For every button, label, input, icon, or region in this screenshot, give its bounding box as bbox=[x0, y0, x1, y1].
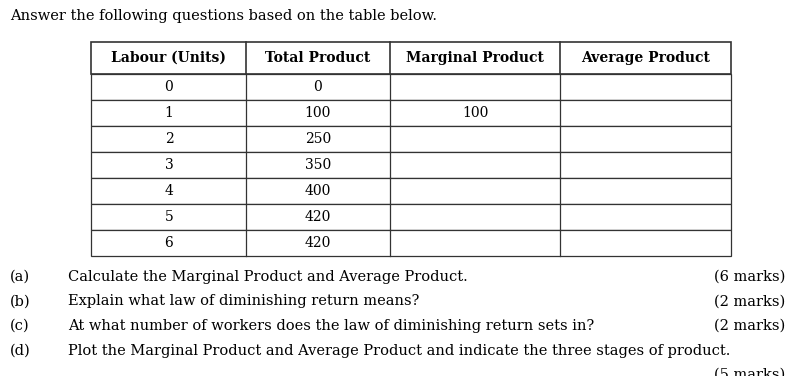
Bar bbox=[91, 230, 731, 256]
Bar bbox=[91, 100, 731, 126]
Text: 350: 350 bbox=[304, 158, 332, 172]
Text: 0: 0 bbox=[165, 80, 173, 94]
Text: 420: 420 bbox=[304, 210, 332, 224]
Text: Explain what law of diminishing return means?: Explain what law of diminishing return m… bbox=[68, 294, 420, 308]
Text: (2 marks): (2 marks) bbox=[714, 294, 785, 308]
Text: 420: 420 bbox=[304, 236, 332, 250]
Bar bbox=[91, 74, 731, 100]
Bar bbox=[91, 204, 731, 230]
Text: Calculate the Marginal Product and Average Product.: Calculate the Marginal Product and Avera… bbox=[68, 270, 467, 284]
Bar bbox=[91, 152, 731, 178]
Text: 250: 250 bbox=[304, 132, 332, 146]
Text: (2 marks): (2 marks) bbox=[714, 319, 785, 333]
Text: 100: 100 bbox=[304, 106, 332, 120]
Text: Marginal Product: Marginal Product bbox=[406, 51, 544, 65]
Text: 400: 400 bbox=[304, 184, 332, 198]
Text: 2: 2 bbox=[165, 132, 173, 146]
Text: 4: 4 bbox=[165, 184, 173, 198]
Text: (a): (a) bbox=[10, 270, 30, 284]
Bar bbox=[91, 126, 731, 152]
Text: (6 marks): (6 marks) bbox=[714, 270, 785, 284]
Text: Average Product: Average Product bbox=[581, 51, 711, 65]
Text: (c): (c) bbox=[10, 319, 29, 333]
Text: 5: 5 bbox=[165, 210, 173, 224]
Text: Labour (Units): Labour (Units) bbox=[111, 51, 227, 65]
Text: (5 marks): (5 marks) bbox=[714, 368, 785, 376]
Text: Plot the Marginal Product and Average Product and indicate the three stages of p: Plot the Marginal Product and Average Pr… bbox=[68, 344, 731, 358]
Text: Total Product: Total Product bbox=[266, 51, 370, 65]
Text: (d): (d) bbox=[10, 344, 31, 358]
Text: 1: 1 bbox=[165, 106, 173, 120]
Text: 0: 0 bbox=[313, 80, 323, 94]
Text: (b): (b) bbox=[10, 294, 31, 308]
Bar bbox=[91, 178, 731, 204]
Text: Answer the following questions based on the table below.: Answer the following questions based on … bbox=[10, 9, 437, 23]
Text: 100: 100 bbox=[462, 106, 488, 120]
Text: 6: 6 bbox=[165, 236, 173, 250]
Text: 3: 3 bbox=[165, 158, 173, 172]
Bar bbox=[91, 42, 731, 74]
Text: At what number of workers does the law of diminishing return sets in?: At what number of workers does the law o… bbox=[68, 319, 594, 333]
